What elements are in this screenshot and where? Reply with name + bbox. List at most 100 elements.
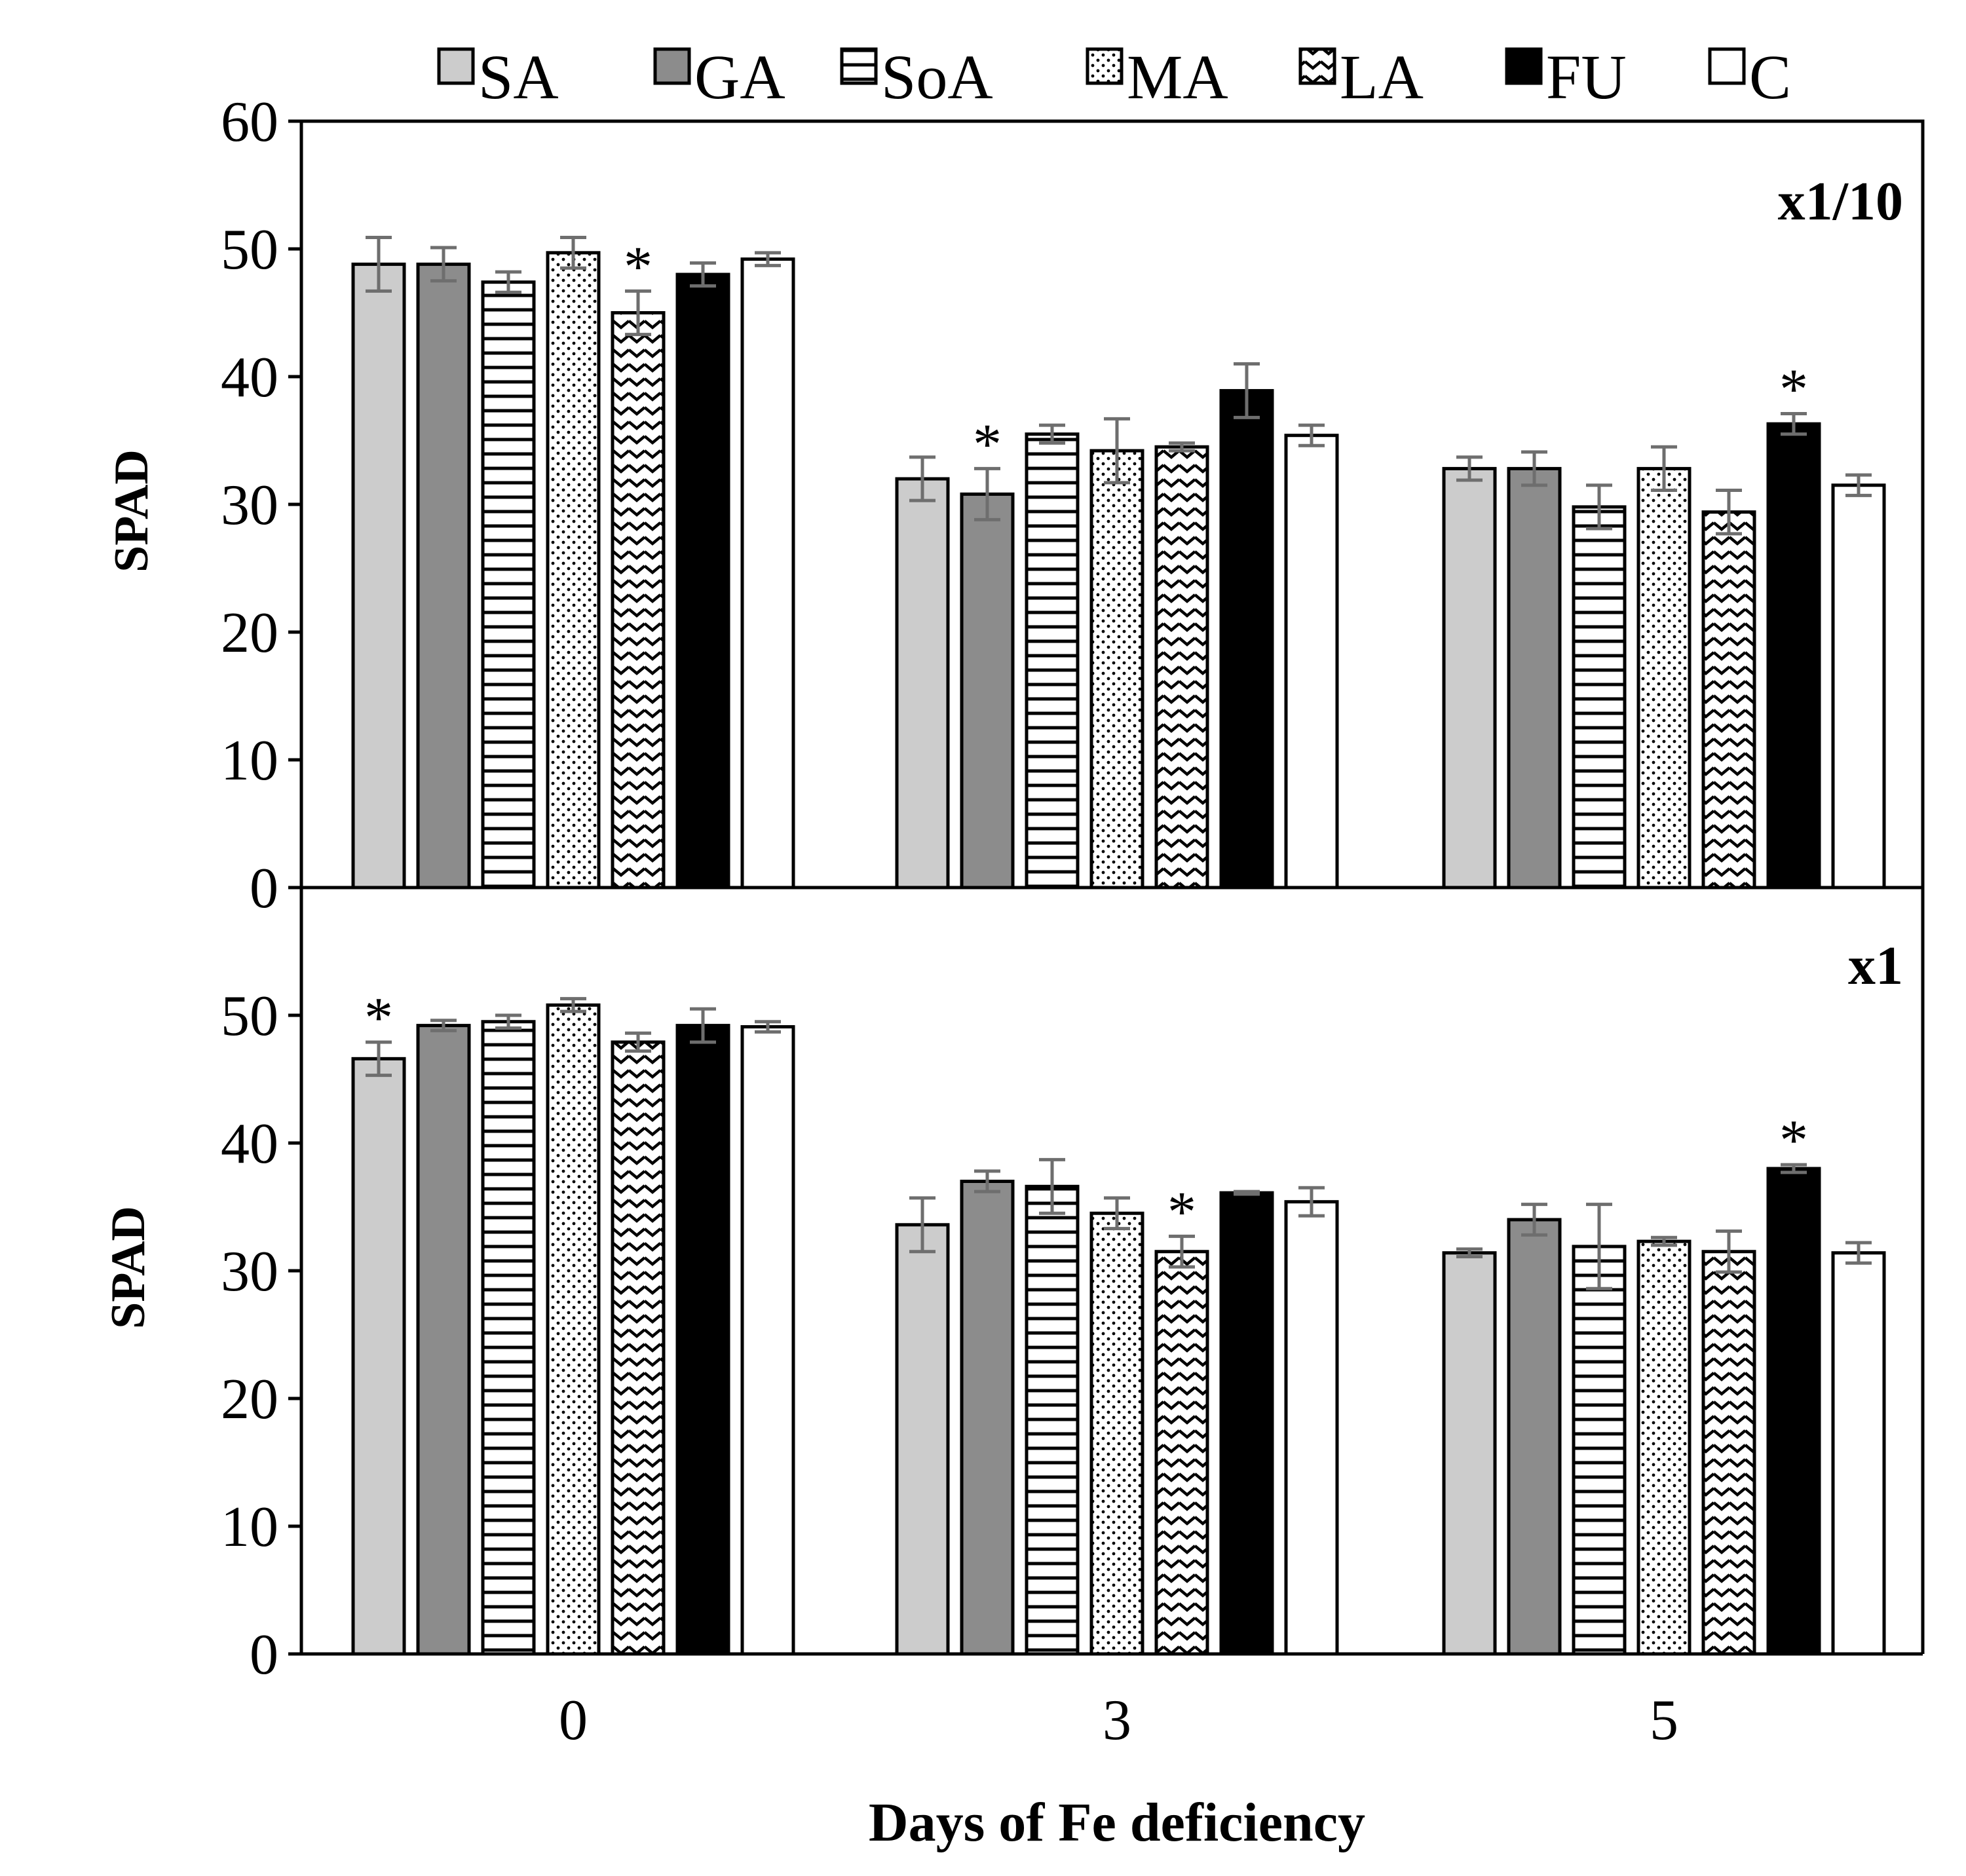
legend-swatch-fu — [1505, 47, 1543, 85]
top-bar-ga-day-0 — [416, 262, 471, 890]
top-y-axis-label: SPAD — [105, 449, 159, 572]
bottom-bar-la-day-5 — [1701, 1250, 1756, 1656]
x-axis: 0 3 5 — [559, 1689, 1678, 1752]
top-bar-ma-day-5 — [1636, 466, 1692, 890]
bottom-bar-c-day-3 — [1284, 1200, 1339, 1656]
top-bar-sa-day-5 — [1442, 466, 1497, 890]
bottom-error-bar-sa-day-5 — [1456, 1247, 1483, 1259]
bottom-bar-ga-day-0 — [416, 1024, 471, 1656]
bottom-bar-ma-day-0 — [546, 1003, 601, 1656]
legend-item-sa: SA — [437, 42, 559, 112]
bottom-bar-sa-day-0 — [351, 1057, 406, 1656]
bottom-error-bar-soa-day-5 — [1586, 1203, 1612, 1290]
bottom-significance-marker: * — [1167, 1180, 1196, 1244]
bottom-error-bar-c-day-0 — [755, 1020, 781, 1034]
top-error-bar-la-day-5 — [1716, 489, 1742, 536]
bottom-y-tick-label: 20 — [221, 1368, 278, 1431]
bottom-bar-soa-day-0 — [481, 1020, 536, 1656]
top-bar-c-day-0 — [740, 257, 795, 890]
bottom-y-tick-label: 10 — [221, 1495, 278, 1559]
top-bar-c-day-3 — [1284, 434, 1339, 890]
top-error-bar-ga-day-0 — [430, 246, 457, 283]
top-significance-marker: * — [973, 413, 1002, 476]
top-error-bar-soa-day-5 — [1586, 483, 1612, 531]
bottom-y-tick-label: 30 — [221, 1240, 278, 1304]
bottom-error-bar-fu-day-0 — [690, 1007, 716, 1044]
bottom-y-tick-label: 50 — [221, 985, 278, 1048]
bottom-bar-soa-day-3 — [1025, 1184, 1080, 1656]
bottom-error-bar-ga-day-5 — [1521, 1203, 1547, 1237]
legend-swatch-ga — [653, 47, 691, 85]
top-bar-ga-day-5 — [1507, 466, 1562, 890]
panel-top: SPAD x1/10 0 10 20 30 40 50 60 * * * — [105, 90, 1925, 920]
bottom-error-bar-c-day-3 — [1298, 1186, 1325, 1218]
legend-swatch-ma — [1086, 47, 1124, 85]
top-error-bar-ma-day-0 — [560, 235, 586, 270]
legend-label-fu: FU — [1546, 42, 1627, 112]
legend-label-ga: GA — [694, 42, 785, 112]
top-error-bar-soa-day-0 — [495, 270, 521, 294]
bottom-bar-c-day-0 — [740, 1025, 795, 1656]
legend-item-c: C — [1708, 42, 1791, 112]
bottom-bar-sa-day-3 — [895, 1223, 950, 1656]
top-error-bar-fu-day-3 — [1234, 362, 1260, 419]
bottom-panel-scale-label: x1 — [1848, 935, 1903, 996]
top-significance-marker: * — [624, 235, 652, 299]
top-y-tick-label: 60 — [221, 90, 278, 154]
legend-label-sa: SA — [478, 42, 559, 112]
legend-label-soa: SoA — [881, 42, 993, 112]
bottom-error-bar-la-day-5 — [1716, 1229, 1742, 1274]
bottom-error-bar-sa-day-3 — [909, 1196, 936, 1254]
bottom-y-tick-label: 40 — [221, 1112, 278, 1176]
top-bar-ma-day-3 — [1089, 449, 1144, 890]
legend-label-la: LA — [1340, 42, 1424, 112]
x-axis-label: Days of Fe deficiency — [869, 1792, 1365, 1853]
top-error-bar-ma-day-5 — [1651, 445, 1677, 493]
bottom-error-bar-ga-day-0 — [430, 1019, 457, 1032]
top-error-bar-ma-day-3 — [1104, 417, 1130, 485]
top-error-bar-sa-day-3 — [909, 455, 936, 502]
bottom-bar-ma-day-5 — [1636, 1239, 1692, 1656]
top-error-bar-fu-day-0 — [690, 261, 716, 288]
legend-swatch-c — [1708, 47, 1746, 85]
top-bar-ga-day-3 — [960, 492, 1015, 890]
top-error-bar-c-day-3 — [1298, 423, 1325, 447]
bottom-bar-la-day-3 — [1154, 1250, 1209, 1656]
bottom-bar-ma-day-3 — [1089, 1211, 1144, 1656]
bottom-y-tick-label: 0 — [250, 1623, 278, 1687]
x-tick-label-day-5: 5 — [1650, 1689, 1678, 1752]
top-panel-scale-label: x1/10 — [1778, 171, 1903, 232]
top-bar-c-day-5 — [1831, 483, 1886, 890]
top-y-tick-label: 40 — [221, 346, 278, 409]
bottom-error-bar-ma-day-3 — [1104, 1196, 1130, 1231]
top-bar-la-day-3 — [1154, 445, 1209, 890]
bottom-bar-sa-day-5 — [1442, 1251, 1497, 1656]
bottom-bar-ga-day-5 — [1507, 1218, 1562, 1656]
top-bar-fu-day-0 — [675, 272, 730, 890]
legend-item-fu: FU — [1505, 42, 1627, 112]
legend-label-c: C — [1749, 42, 1791, 112]
top-error-bar-c-day-5 — [1845, 473, 1872, 497]
bottom-error-bar-fu-day-5 — [1781, 1163, 1807, 1174]
top-y-tick-label: 50 — [221, 218, 278, 282]
bottom-bar-ga-day-3 — [960, 1180, 1015, 1656]
bottom-error-bar-ga-day-3 — [974, 1169, 1000, 1193]
bottom-error-bar-ma-day-0 — [560, 997, 586, 1013]
top-significance-marker: * — [1779, 358, 1808, 422]
legend-item-ma: MA — [1086, 42, 1228, 112]
bottom-bar-la-day-0 — [611, 1040, 666, 1656]
bottom-error-bar-c-day-5 — [1845, 1241, 1872, 1265]
bottom-bar-soa-day-5 — [1572, 1245, 1627, 1656]
top-y-tick-label: 0 — [250, 857, 278, 920]
bottom-error-bar-soa-day-3 — [1039, 1157, 1065, 1215]
top-error-bar-ga-day-3 — [974, 466, 1000, 521]
legend-swatch-soa — [840, 47, 878, 85]
legend-item-soa: SoA — [840, 42, 993, 112]
legend-item-la: LA — [1298, 42, 1424, 112]
bottom-significance-marker: * — [1779, 1109, 1808, 1172]
legend-swatch-sa — [437, 47, 475, 85]
panel-bottom: SPAD x1 0 10 20 30 40 50 * * * — [102, 888, 1925, 1687]
top-error-bar-fu-day-5 — [1781, 412, 1807, 436]
bottom-bar-fu-day-5 — [1766, 1167, 1821, 1656]
